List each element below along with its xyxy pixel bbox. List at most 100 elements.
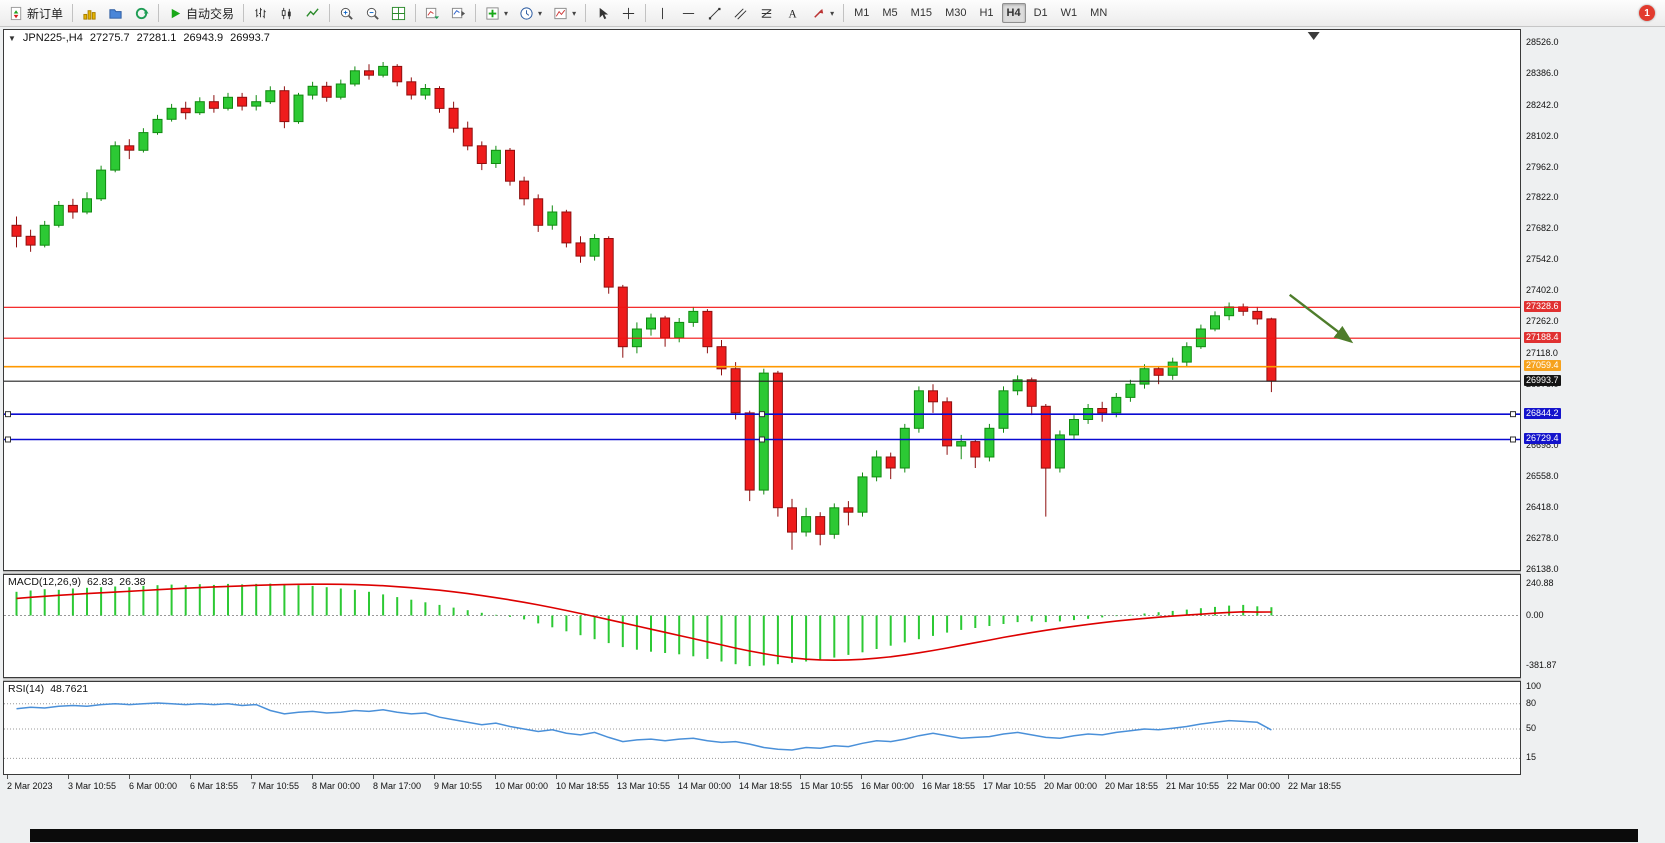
time-tick [678,775,679,779]
toolbar-separator [158,4,160,22]
time-tick [68,775,69,779]
time-label: 3 Mar 10:55 [68,781,117,791]
new-chart-button[interactable] [77,2,102,24]
time-tick [617,775,618,779]
vertical-line-tool-button[interactable] [650,2,675,24]
panel-splitter[interactable] [3,571,1521,574]
time-tick [800,775,801,779]
price-tick-label: 27402.0 [1526,285,1559,296]
time-tick [983,775,984,779]
indicators-button[interactable]: ▾ [480,2,513,24]
refresh-button[interactable] [129,2,154,24]
macd-signal-value: 26.38 [119,576,146,588]
arrow-objects-icon [814,8,824,18]
tf-button-d1[interactable]: D1 [1029,3,1053,23]
chart-shift-icon [451,7,466,18]
tf-button-m30[interactable]: M30 [940,3,971,23]
rsi-chart[interactable]: RSI(14) 48.7621 [3,681,1521,775]
templates-button[interactable]: ▾ [548,2,581,24]
fibonacci-tool-button[interactable] [754,2,779,24]
tile-windows-button[interactable] [386,2,411,24]
periods-button[interactable]: ▾ [514,2,547,24]
rsi-name: RSI(14) [8,683,45,695]
main-price-panel: ▼ JPN225-,H4 27275.7 27281.1 26943.9 269… [3,29,1569,574]
time-tick [434,775,435,779]
crosshair-icon [622,7,635,19]
candlestick-mode-button[interactable] [274,2,299,24]
tf-button-mn[interactable]: MN [1085,3,1112,23]
macd-chart[interactable]: MACD(12,26,9) 62.83 26.38 [3,574,1521,678]
dropdown-caret-icon: ▾ [572,8,577,18]
time-tick [1288,775,1289,779]
price-line-badge: 27059.4 [1524,360,1561,372]
price-axis[interactable]: 28526.0 28386.0 28242.0 28102.0 27962.0 27822… [1523,29,1567,574]
macd-readout: MACD(12,26,9) 62.83 26.38 [8,576,146,588]
toolbar-separator [243,4,245,22]
time-tick [1227,775,1228,779]
macd-name: MACD(12,26,9) [8,576,81,588]
refresh-icon [135,7,149,19]
toolbar-separator [415,4,417,22]
chart-window: ▼ JPN225-,H4 27275.7 27281.1 26943.9 269… [3,29,1569,795]
text-tool-button[interactable]: A [780,2,805,24]
cursor-button[interactable] [590,2,615,24]
time-tick [373,775,374,779]
auto-scroll-button[interactable] [420,2,445,24]
arrows-tool-button[interactable]: ▾ [806,2,839,24]
time-tick [190,775,191,779]
clock-icon [520,6,533,20]
price-tick-label: 26138.0 [1526,564,1559,574]
rsi-panel: RSI(14) 48.7621 100 80 50 15 [3,681,1569,775]
time-tick [922,775,923,779]
new-order-icon [10,6,22,20]
price-line-badge: 26993.7 [1524,374,1561,386]
line-chart-mode-button[interactable] [300,2,325,24]
price-line-badge: 26729.4 [1524,433,1561,444]
tf-button-m1[interactable]: M1 [849,3,874,23]
symbol-label: JPN225-,H4 [22,32,83,44]
tf-button-m15[interactable]: M15 [906,3,937,23]
tf-button-h4[interactable]: H4 [1001,3,1026,23]
time-axis[interactable]: 2 Mar 2023 3 Mar 10:55 6 Mar 00:00 6 Mar 18… [3,775,1521,795]
time-tick [7,775,8,779]
bar-chart-mode-button[interactable] [248,2,273,24]
macd-tick-label: 0.00 [1526,609,1544,620]
price-tick-label: 27822.0 [1526,192,1559,203]
auto-trading-button[interactable]: 自动交易 [163,2,239,24]
time-label: 20 Mar 00:00 [1044,781,1098,791]
crosshair-button[interactable] [616,2,641,24]
line-chart-icon [306,7,319,17]
toolbar-separator [585,4,587,22]
main-chart[interactable]: ▼ JPN225-,H4 27275.7 27281.1 26943.9 269… [3,29,1521,571]
profiles-button[interactable] [103,2,128,24]
time-tick [556,775,557,779]
auto-scroll-icon [425,7,440,19]
tf-button-h1[interactable]: H1 [974,3,998,23]
price-tick-label: 26278.0 [1526,533,1559,544]
time-tick [312,775,313,779]
price-tick-label: 26418.0 [1526,502,1559,513]
macd-axis[interactable]: 240.88 0.00 -381.87 [1523,574,1567,678]
zoom-in-button[interactable] [334,2,359,24]
new-order-label: 新订单 [27,6,64,21]
zoom-out-button[interactable] [360,2,385,24]
one-click-trading-arrow[interactable]: ▼ [8,33,16,43]
panel-splitter[interactable] [3,678,1521,681]
channel-tool-button[interactable] [728,2,753,24]
chart-shift-marker [1307,32,1320,40]
tf-button-m5[interactable]: M5 [877,3,902,23]
indicators-icon [486,6,499,20]
tf-button-w1[interactable]: W1 [1056,3,1083,23]
toolbar-separator [329,4,331,22]
notification-badge[interactable]: 1 [1639,5,1655,21]
dropdown-caret-icon: ▾ [830,8,835,18]
dropdown-caret-icon: ▾ [504,8,509,18]
rsi-axis[interactable]: 100 80 50 15 [1523,681,1567,775]
chart-shift-button[interactable] [446,2,471,24]
price-tick-label: 28102.0 [1526,130,1559,141]
new-order-button[interactable]: 新订单 [4,2,68,24]
horizontal-line-tool-button[interactable] [676,2,701,24]
trendline-tool-button[interactable] [702,2,727,24]
rsi-tick-label: 50 [1526,723,1537,733]
text-icon: A [789,8,798,20]
